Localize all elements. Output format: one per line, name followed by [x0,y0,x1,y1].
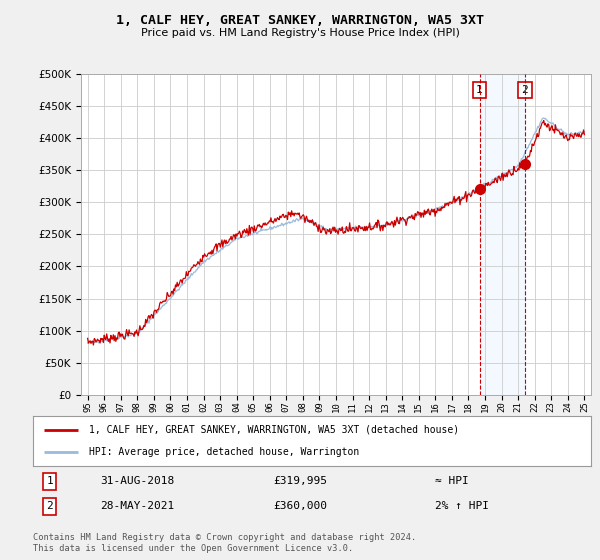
Text: 1, CALF HEY, GREAT SANKEY, WARRINGTON, WA5 3XT: 1, CALF HEY, GREAT SANKEY, WARRINGTON, W… [116,14,484,27]
Text: £360,000: £360,000 [273,501,327,511]
Text: 1: 1 [476,85,483,95]
Text: 28-MAY-2021: 28-MAY-2021 [100,501,174,511]
Text: HPI: Average price, detached house, Warrington: HPI: Average price, detached house, Warr… [89,447,359,457]
Text: £319,995: £319,995 [273,476,327,486]
Bar [479,74,525,395]
Text: 2% ↑ HPI: 2% ↑ HPI [435,501,489,511]
Text: ≈ HPI: ≈ HPI [435,476,469,486]
Text: Contains HM Land Registry data © Crown copyright and database right 2024.
This d: Contains HM Land Registry data © Crown c… [33,533,416,553]
Text: 1, CALF HEY, GREAT SANKEY, WARRINGTON, WA5 3XT (detached house): 1, CALF HEY, GREAT SANKEY, WARRINGTON, W… [89,424,459,435]
Text: 31-AUG-2018: 31-AUG-2018 [100,476,174,486]
Text: Price paid vs. HM Land Registry's House Price Index (HPI): Price paid vs. HM Land Registry's House … [140,28,460,38]
Text: 2: 2 [521,85,529,95]
Text: 1: 1 [46,476,53,486]
Text: 2: 2 [46,501,53,511]
